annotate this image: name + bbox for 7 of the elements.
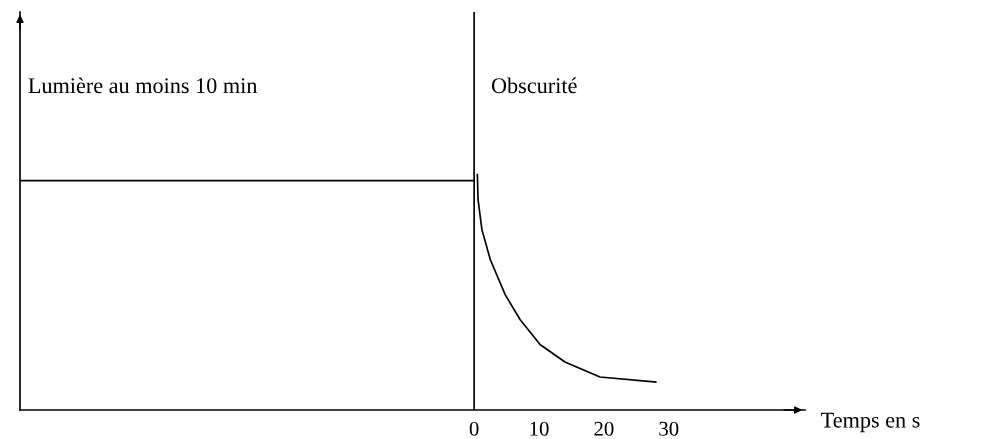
x-tick-label: 10 — [530, 421, 549, 436]
text: Obscurité — [491, 77, 577, 94]
x-tick-label: 0 — [469, 421, 479, 436]
x-axis-title: Temps en s — [821, 412, 920, 433]
x-tick-label: 20 — [594, 421, 614, 436]
text: Lumière au moins 10 min — [28, 77, 258, 94]
x-tick-label: 30 — [659, 421, 679, 436]
